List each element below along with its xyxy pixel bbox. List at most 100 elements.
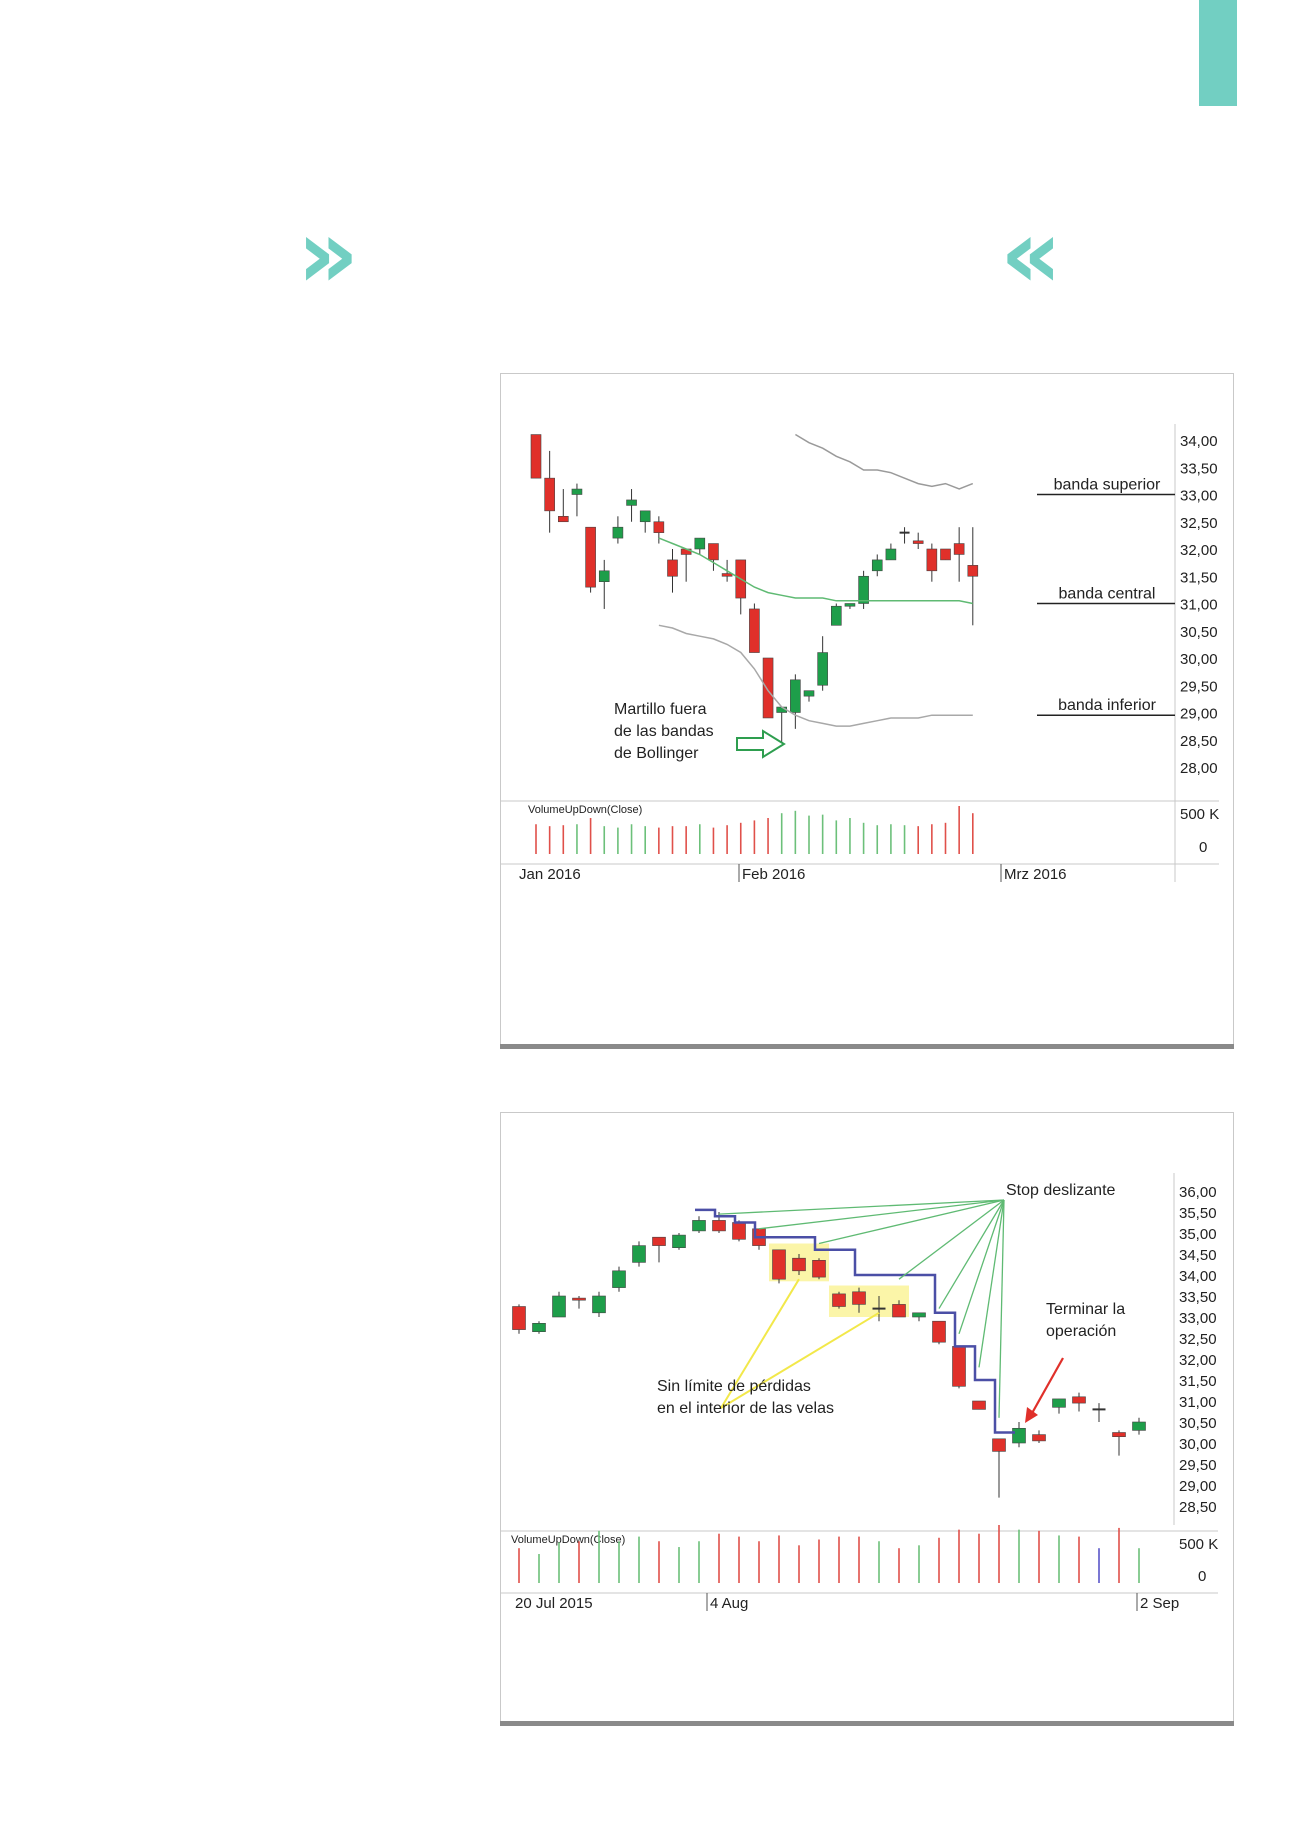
candle-body <box>598 570 610 583</box>
candle-body <box>932 1320 946 1343</box>
y-tick-label: 28,50 <box>1179 1499 1217 1516</box>
x-tick-label: Feb 2016 <box>742 866 805 883</box>
terminar-arrow-line <box>1030 1357 1064 1416</box>
candle-body <box>653 521 665 533</box>
candle-body <box>1032 1434 1046 1442</box>
candle-body <box>612 1270 626 1288</box>
candle-body <box>530 434 542 479</box>
volume-pane-title: VolumeUpDown(Close) <box>511 1534 625 1546</box>
stop-pointer-line <box>938 1199 1005 1309</box>
section-tab <box>1199 0 1237 106</box>
y-tick-label: 35,00 <box>1179 1226 1217 1243</box>
candle-body <box>940 548 951 561</box>
candle-body <box>544 477 555 512</box>
panel-bottom-rule <box>500 1721 1234 1726</box>
sin-limite-pointer-line <box>720 1278 800 1409</box>
x-tick-label: 20 Jul 2015 <box>515 1595 593 1612</box>
y-tick-label: 31,00 <box>1179 1394 1217 1411</box>
candle-body <box>812 1260 826 1278</box>
candle-body <box>772 1249 786 1280</box>
middle-band-line <box>658 537 973 605</box>
candle-body <box>692 1220 706 1232</box>
candle-body <box>612 526 624 539</box>
y-tick-label: 33,50 <box>1179 1289 1217 1306</box>
candle-body <box>885 548 897 561</box>
candle-body <box>572 1297 586 1301</box>
candle-body <box>792 1257 806 1272</box>
candle-body <box>790 679 801 713</box>
trailing-stop-chart: 36,00 35,50 35,00 34,50 34,00 33,50 33,00 32,50… <box>501 1173 1218 1612</box>
y-tick-label: 28,00 <box>1180 760 1218 777</box>
y-tick-label: 32,00 <box>1180 542 1218 559</box>
candle-body <box>1072 1396 1086 1404</box>
terminar-annotation: operación <box>1046 1323 1116 1340</box>
y-tick-label: 29,00 <box>1179 1478 1217 1495</box>
candle-body <box>1132 1421 1146 1431</box>
candle-body <box>667 559 678 577</box>
y-tick-label: 33,00 <box>1179 1310 1217 1327</box>
y-tick-label: 30,00 <box>1180 651 1218 668</box>
y-tick-label: 35,50 <box>1179 1205 1217 1222</box>
candle-body <box>992 1438 1006 1452</box>
candle-body <box>552 1295 566 1318</box>
band-label-lower: banda inferior <box>1058 697 1157 714</box>
x-tick-label: Jan 2016 <box>519 866 581 883</box>
y-tick-label: 33,50 <box>1180 460 1218 477</box>
candle-body <box>632 1245 646 1263</box>
trailing-stop-chart-panel: 36,00 35,50 35,00 34,50 34,00 33,50 33,00 32,50… <box>500 1112 1234 1726</box>
candle-body <box>832 1293 846 1307</box>
stop-pointer-line <box>998 1199 1005 1418</box>
y-tick-label: 29,50 <box>1180 678 1218 695</box>
candle-body <box>1012 1427 1026 1444</box>
y-tick-label: 34,50 <box>1179 1247 1217 1264</box>
stop-pointer-line <box>978 1199 1005 1368</box>
candle-body <box>953 543 965 555</box>
candle-body <box>871 559 883 572</box>
y-tick-label: 31,50 <box>1180 569 1218 586</box>
candle-body <box>672 1234 686 1248</box>
y-tick-label: 31,00 <box>1180 597 1218 614</box>
candle-body <box>585 526 596 588</box>
stop-pointer-line <box>958 1199 1005 1335</box>
stop-pointer-line <box>758 1199 1005 1230</box>
sin-limite-annotation: Sin límite de pérdidas <box>657 1378 811 1395</box>
sin-limite-pointer-line <box>720 1311 880 1409</box>
candle-body <box>571 488 583 495</box>
y-tick-label: 32,50 <box>1179 1331 1217 1348</box>
y-tick-label: 32,00 <box>1179 1352 1217 1369</box>
candle-body <box>926 548 938 572</box>
y-tick-label: 30,50 <box>1179 1415 1217 1432</box>
upper-band-line <box>795 433 974 490</box>
trailing-stop-line <box>695 1208 1015 1434</box>
panel-bottom-rule <box>500 1044 1234 1049</box>
candle-body <box>972 1400 986 1410</box>
candle-body <box>1112 1432 1126 1437</box>
candle-body <box>557 516 569 523</box>
stop-pointer-line <box>818 1199 1005 1245</box>
stop-pointer-line <box>898 1199 1005 1280</box>
candle-body <box>721 573 733 577</box>
y-tick-label: 34,00 <box>1179 1268 1217 1285</box>
quote-close-icon: « <box>1000 198 1063 310</box>
terminar-arrow-head-icon <box>1025 1407 1038 1423</box>
candle-body <box>912 540 924 544</box>
volume-pane-title: VolumeUpDown(Close) <box>528 804 642 816</box>
candle-body <box>512 1306 526 1330</box>
candle-body <box>912 1312 926 1318</box>
candle-body <box>1052 1398 1066 1408</box>
y-tick-label: 36,00 <box>1179 1184 1217 1201</box>
hammer-annotation: de las bandas <box>614 723 714 740</box>
candle-body <box>626 499 637 506</box>
candle-body <box>694 537 706 550</box>
lower-band-line <box>658 624 973 727</box>
y-tick-label: 30,50 <box>1180 624 1218 641</box>
candle-body <box>652 1236 666 1246</box>
candle-body <box>762 657 774 719</box>
candle-body <box>749 608 760 653</box>
candle-body <box>967 565 979 577</box>
y-tick-label: 29,00 <box>1180 706 1218 723</box>
candle-body <box>844 603 856 607</box>
candle-body <box>592 1295 606 1314</box>
stop-annotation: Stop deslizante <box>1006 1182 1116 1199</box>
x-tick-label: 4 Aug <box>710 1595 748 1612</box>
